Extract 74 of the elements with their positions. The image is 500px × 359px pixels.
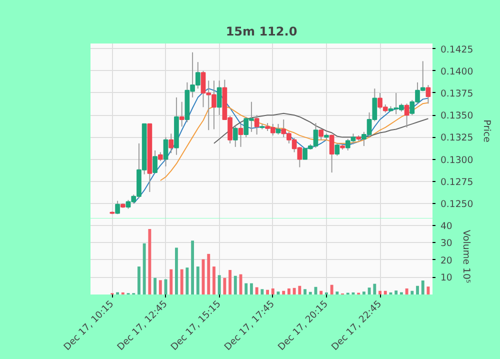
candlestick [238, 123, 244, 148]
bar [320, 290, 323, 294]
bar [180, 269, 184, 294]
bar [384, 290, 387, 294]
bar [186, 268, 189, 294]
bar [292, 288, 296, 294]
y-tick-label: 0.1400 [440, 66, 474, 78]
bar [234, 276, 237, 294]
candlestick [404, 103, 410, 128]
chart-title: 15m 112.0 [226, 24, 298, 38]
bar [266, 290, 269, 294]
y-tick-label: 20 [440, 255, 452, 266]
bar [218, 275, 221, 294]
y-tick-label: 0.1375 [440, 88, 474, 100]
bar [255, 287, 258, 294]
bar [410, 290, 414, 294]
bar [244, 283, 248, 294]
bar [271, 288, 274, 294]
bar [170, 269, 173, 294]
y-tick-label: 0.1300 [440, 154, 474, 166]
bar [154, 278, 157, 294]
bar [207, 254, 210, 294]
bar [416, 286, 419, 294]
bar [223, 278, 226, 294]
bar [362, 292, 366, 294]
bar [191, 240, 194, 294]
bar [228, 270, 232, 294]
candlestick [168, 133, 174, 154]
bar [196, 266, 200, 294]
bar [394, 290, 398, 294]
candlestick [329, 134, 334, 174]
bar [304, 289, 306, 294]
y-tick-label: 0.1350 [440, 110, 474, 122]
bar [158, 280, 162, 294]
y-tick-label: 40 [440, 220, 452, 232]
bar [373, 284, 376, 294]
y-tick-label: 10 [440, 272, 452, 284]
bar [308, 292, 312, 294]
y-axis-title: Volume 10⁵ [460, 230, 472, 284]
y-tick-label: 0.1325 [440, 132, 474, 144]
candlestick [115, 200, 120, 215]
y-tick-label: 0.1425 [440, 44, 474, 56]
bar [330, 284, 334, 294]
bar [212, 266, 216, 294]
candlestick [152, 150, 158, 174]
bar [287, 288, 290, 294]
bar [142, 243, 146, 294]
candlestick [254, 114, 260, 136]
bar [378, 290, 382, 294]
bar [148, 229, 152, 294]
candlestick [426, 84, 431, 104]
bar [174, 248, 178, 294]
bar [282, 290, 286, 294]
candlestick [334, 142, 340, 156]
candlestick [276, 123, 281, 136]
y-tick-label: 0.1275 [440, 176, 474, 188]
bar [138, 266, 140, 294]
bar [336, 292, 339, 294]
candlestick [318, 128, 324, 140]
y-axis-title: Price [481, 120, 492, 143]
bar [368, 288, 371, 294]
bar [298, 286, 302, 294]
candlestick [216, 80, 222, 116]
bar [260, 289, 264, 294]
candlestick [163, 136, 168, 167]
bar [405, 288, 408, 294]
y-tick-label: 30 [440, 238, 452, 250]
candlestick [232, 125, 238, 148]
bar [426, 286, 430, 294]
y-tick-label: 0.1250 [440, 198, 474, 210]
bar [250, 283, 253, 294]
bar [421, 280, 424, 294]
line-series [213, 112, 429, 144]
candlestick [179, 101, 184, 128]
